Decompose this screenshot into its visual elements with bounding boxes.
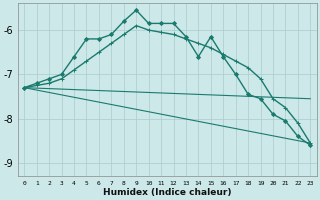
X-axis label: Humidex (Indice chaleur): Humidex (Indice chaleur) — [103, 188, 232, 197]
